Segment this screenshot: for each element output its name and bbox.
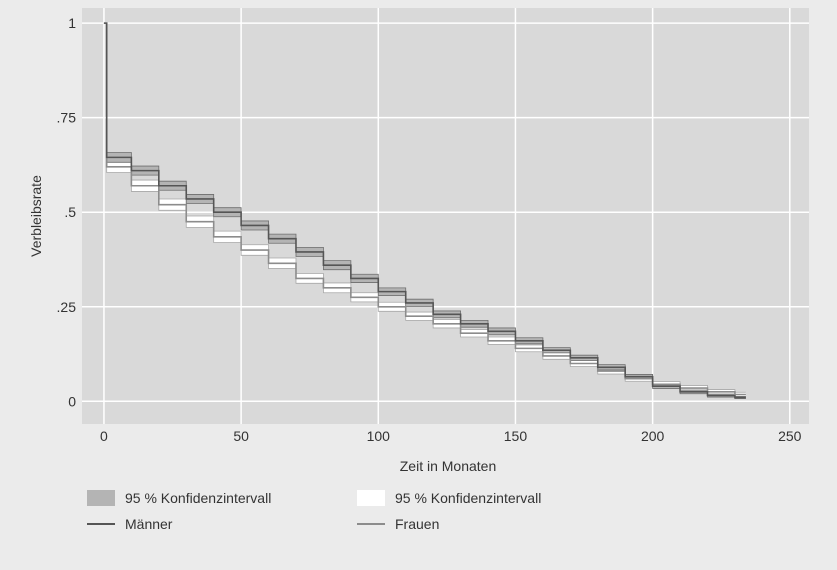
y-tick-label-1: .25 [57,299,77,315]
legend-label-1: 95 % Konfidenzintervall [395,490,541,506]
y-tick-label-4: 1 [68,15,76,31]
x-tick-label-0: 0 [100,428,108,444]
y-tick-label-2: .5 [64,204,76,220]
legend-label-2: Männer [125,516,173,532]
ci-band-maenner [103,23,746,399]
x-tick-label-1: 50 [233,428,249,444]
x-axis-label: Zeit in Monaten [400,458,497,474]
ci-band-maenner-upper [103,22,746,397]
x-tick-label-3: 150 [504,428,528,444]
axis-ticks: 0 50 100 150 200 250 0 .25 .5 .75 1 [57,15,802,444]
x-tick-label-4: 200 [641,428,665,444]
y-axis-label: Verbleibsrate [28,175,44,257]
line-frauen [103,22,746,396]
grid-lines [82,8,809,424]
legend-label-3: Frauen [395,516,439,532]
y-tick-label-3: .75 [57,110,77,126]
line-maenner [103,22,746,399]
series-lines [103,22,746,399]
ci-band-frauen-lower [103,22,746,398]
legend-swatch-ci-frauen [357,490,385,506]
legend-label-0: 95 % Konfidenzintervall [125,490,271,506]
x-tick-label-5: 250 [778,428,802,444]
x-tick-label-2: 100 [367,428,391,444]
legend-swatch-ci-maenner [87,490,115,506]
y-tick-label-0: 0 [68,393,76,409]
legend: 95 % Konfidenzintervall 95 % Konfidenzint… [87,490,541,532]
